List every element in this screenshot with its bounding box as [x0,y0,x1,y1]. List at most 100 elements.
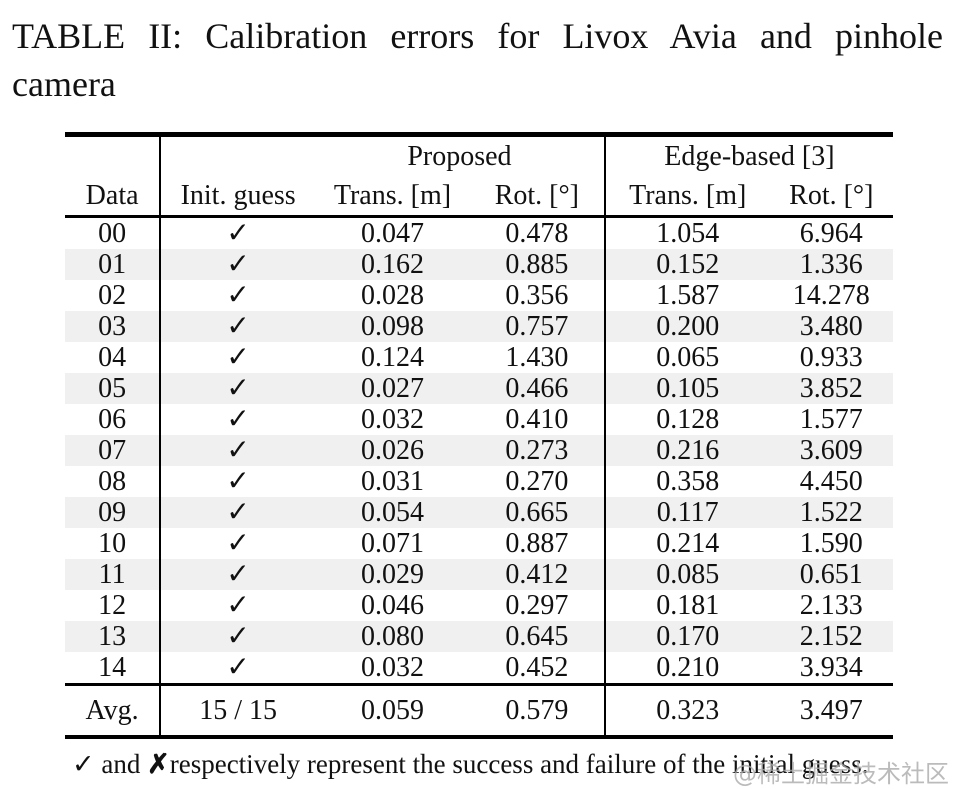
cell-edge-rot: 4.450 [799,466,863,497]
cell-data-id: 14 [98,652,127,683]
cell-proposed-trans: 0.026 [360,435,424,466]
cell-proposed-rot: 1.430 [505,342,569,373]
cell-edge-rot: 3.480 [799,311,863,342]
cell-proposed-rot: 0.270 [505,466,569,497]
cell-edge-rot: 3.609 [799,435,863,466]
cell-proposed-trans: 0.028 [360,280,424,311]
cell-proposed-rot: 0.665 [505,497,569,528]
cell-edge-trans: 1.587 [603,280,770,311]
table-row: 06 ✓ 0.032 0.410 0.128 1.577 [65,404,893,435]
cell-data-id: 10 [98,528,127,559]
col-header-edge-rot: Rot. [°] [789,180,874,211]
table-caption-line-1: TABLE II: Calibration errors for Livox A… [12,16,943,56]
cell-proposed-trans: 0.046 [360,590,424,621]
table-row: 04 ✓ 0.124 1.430 0.065 0.933 [65,342,893,373]
table-row: 03 ✓ 0.098 0.757 0.200 3.480 [65,311,893,342]
avg-edge-rot: 3.497 [799,695,863,726]
cell-data-id: 01 [98,249,127,280]
cell-edge-rot: 2.152 [799,621,863,652]
cell-edge-rot: 3.934 [799,652,863,683]
cell-init-guess: ✓ [159,590,316,621]
cell-init-guess: ✓ [159,621,316,652]
table-wrap: Proposed Edge-based [3] Data Init. guess… [65,132,893,739]
group-header-spacer-init [159,134,316,177]
cell-init-guess: ✓ [159,497,316,528]
cell-edge-trans: 0.085 [603,559,770,590]
cell-proposed-rot: 0.412 [505,559,569,590]
table-caption-line-2: camera [12,64,116,104]
col-header-proposed-trans: Trans. [m] [333,180,452,211]
cell-data-id: 12 [98,590,127,621]
cell-edge-rot: 6.964 [799,218,863,249]
cell-edge-trans: 0.216 [603,435,770,466]
cell-proposed-rot: 0.757 [505,311,569,342]
cell-proposed-trans: 0.027 [360,373,424,404]
table-row: 10 ✓ 0.071 0.887 0.214 1.590 [65,528,893,559]
cell-proposed-rot: 0.410 [505,404,569,435]
cell-edge-trans: 0.117 [603,497,770,528]
table-row: 08 ✓ 0.031 0.270 0.358 4.450 [65,466,893,497]
cell-edge-trans: 1.054 [603,216,770,249]
cell-data-id: 04 [98,342,127,373]
cell-init-guess: ✓ [159,404,316,435]
cell-proposed-trans: 0.162 [360,249,424,280]
cell-init-guess: ✓ [159,466,316,497]
avg-label: Avg. [85,695,139,726]
table-footnote: ✓ and ✗respectively represent the succes… [72,748,955,780]
cell-proposed-trans: 0.031 [360,466,424,497]
avg-proposed-trans: 0.059 [360,695,424,726]
cell-edge-rot: 2.133 [799,590,863,621]
calibration-table: Proposed Edge-based [3] Data Init. guess… [65,132,893,739]
cell-proposed-rot: 0.297 [505,590,569,621]
cell-edge-rot: 1.522 [799,497,863,528]
cell-edge-trans: 0.152 [603,249,770,280]
cell-data-id: 03 [98,311,127,342]
table-row: 01 ✓ 0.162 0.885 0.152 1.336 [65,249,893,280]
cell-edge-trans: 0.358 [603,466,770,497]
table-row: 05 ✓ 0.027 0.466 0.105 3.852 [65,373,893,404]
cell-edge-rot: 1.336 [799,249,863,280]
table-row: 00 ✓ 0.047 0.478 1.054 6.964 [65,216,893,249]
cell-data-id: 07 [98,435,127,466]
cross-icon: ✗ [147,749,170,779]
col-header-data: Data [85,180,139,211]
group-header-edge-based: Edge-based [3] [603,134,893,177]
table-row: 02 ✓ 0.028 0.356 1.587 14.278 [65,280,893,311]
cell-proposed-trans: 0.080 [360,621,424,652]
cell-edge-rot: 0.651 [799,559,863,590]
table-row: 07 ✓ 0.026 0.273 0.216 3.609 [65,435,893,466]
cell-proposed-rot: 0.478 [505,218,569,249]
cell-edge-trans: 0.105 [603,373,770,404]
group-header-proposed: Proposed [407,141,512,172]
footnote-and: and [94,749,148,779]
cell-proposed-trans: 0.124 [360,342,424,373]
cell-proposed-trans: 0.071 [360,528,424,559]
cell-edge-rot: 1.577 [799,404,863,435]
cell-proposed-trans: 0.032 [360,404,424,435]
table-row: 14 ✓ 0.032 0.452 0.210 3.934 [65,652,893,685]
avg-init-guess: 15 / 15 [159,684,316,737]
avg-proposed-rot: 0.579 [505,695,569,726]
cell-init-guess: ✓ [159,373,316,404]
cell-init-guess: ✓ [159,311,316,342]
cell-init-guess: ✓ [159,216,316,249]
cell-proposed-rot: 0.645 [505,621,569,652]
cell-proposed-trans: 0.029 [360,559,424,590]
cell-edge-trans: 0.170 [603,621,770,652]
cell-proposed-trans: 0.032 [360,652,424,683]
cell-data-id: 09 [98,497,127,528]
check-icon: ✓ [72,749,95,779]
cell-edge-trans: 0.065 [603,342,770,373]
cell-data-id: 05 [98,373,127,404]
avg-edge-trans: 0.323 [603,684,770,737]
cell-proposed-rot: 0.466 [505,373,569,404]
cell-edge-rot: 14.278 [792,280,870,311]
table-row: 12 ✓ 0.046 0.297 0.181 2.133 [65,590,893,621]
cell-data-id: 08 [98,466,127,497]
cell-init-guess: ✓ [159,249,316,280]
cell-edge-trans: 0.214 [603,528,770,559]
cell-init-guess: ✓ [159,280,316,311]
cell-data-id: 06 [98,404,127,435]
cell-proposed-rot: 0.273 [505,435,569,466]
table-caption: TABLE II: Calibration errors for Livox A… [12,12,943,108]
